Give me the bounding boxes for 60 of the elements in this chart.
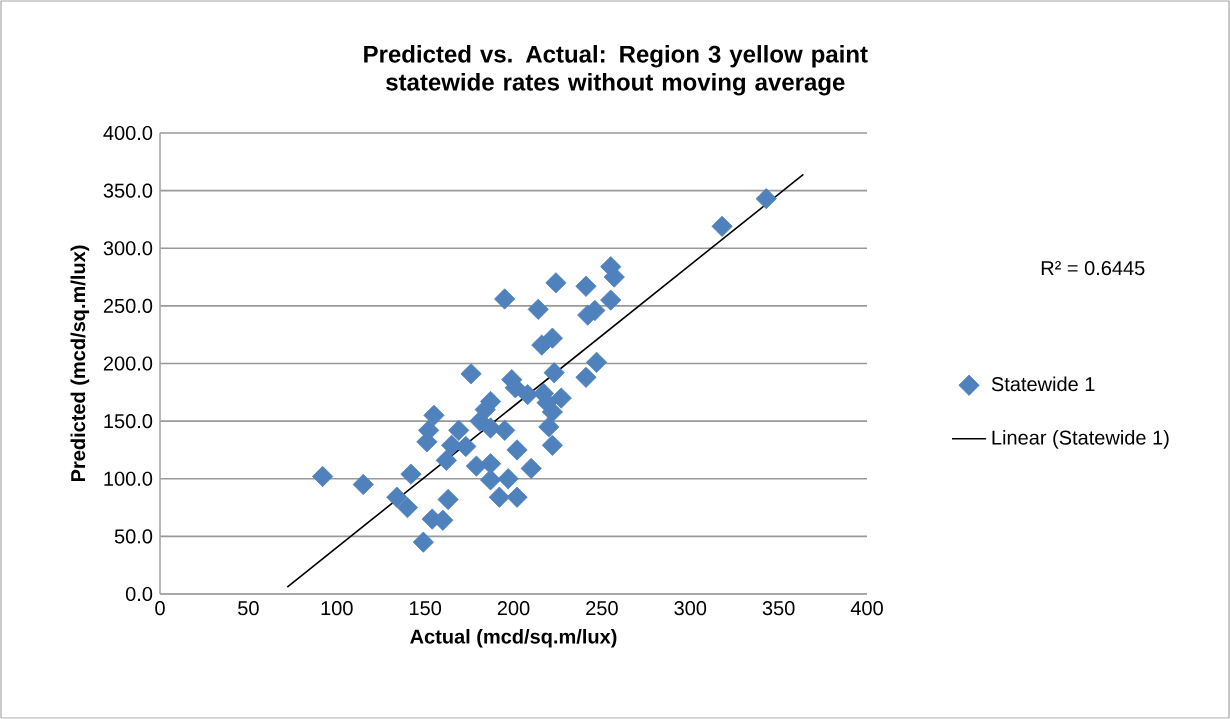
- point: [600, 289, 622, 311]
- y-axis-title: Predicted (mcd/sq.m/lux): [70, 245, 90, 482]
- point: [575, 275, 597, 297]
- point: [423, 404, 445, 426]
- y-tick-label: 150.0: [104, 414, 153, 429]
- x-tick-label: 200: [497, 601, 530, 616]
- point: [755, 188, 777, 210]
- point: [494, 288, 516, 310]
- point: [586, 351, 608, 373]
- point: [497, 468, 519, 490]
- point: [352, 473, 374, 496]
- x-axis-title: Actual (mcd/sq.m/lux): [410, 628, 617, 648]
- point: [517, 384, 539, 406]
- y-tick-label: 100.0: [104, 471, 153, 486]
- point: [550, 387, 572, 409]
- point: [541, 401, 563, 423]
- legend-label: Statewide 1: [991, 376, 1095, 392]
- point: [455, 435, 477, 458]
- x-tick-label: 0: [155, 601, 165, 616]
- point: [543, 362, 565, 384]
- x-tick-label: 250: [586, 601, 618, 616]
- x-tick-label: 100: [321, 601, 353, 616]
- point: [448, 419, 470, 441]
- point: [400, 463, 422, 485]
- x-tick-label: 350: [762, 601, 795, 616]
- point: [494, 419, 516, 441]
- point: [437, 488, 459, 511]
- point: [488, 486, 510, 508]
- y-tick-label: 50.0: [114, 529, 153, 544]
- point: [312, 465, 334, 488]
- point: [506, 486, 528, 508]
- point: [479, 453, 502, 475]
- y-tick-label: 200.0: [103, 356, 153, 371]
- chart-title: Predicted vs. Actual: Region 3 yellow paint statewide rates without moving average: [364, 45, 868, 96]
- point: [412, 531, 434, 553]
- point: [538, 416, 560, 438]
- point: [460, 363, 482, 385]
- text: R² = 0.6445: [1041, 261, 1145, 276]
- point: [575, 366, 597, 388]
- point: [545, 272, 567, 294]
- legend-label: Linear (Statewide 1): [992, 430, 1169, 449]
- y-tick-label: 0.0: [125, 586, 153, 602]
- y-tick-label: 250.0: [103, 298, 153, 313]
- y-tick-label: 400.0: [103, 125, 153, 141]
- point: [541, 327, 563, 349]
- point: [520, 457, 542, 479]
- x-tick-label: 50: [238, 601, 259, 616]
- x-tick-label: 300: [674, 601, 707, 616]
- point: [527, 298, 549, 320]
- point: [541, 434, 563, 456]
- point: [711, 215, 733, 237]
- x-tick-label: 150: [409, 601, 442, 616]
- x-tick-label: 400: [850, 601, 883, 616]
- point: [479, 469, 502, 491]
- point: [435, 449, 457, 471]
- y-tick-label: 300.0: [103, 241, 153, 256]
- point: [506, 439, 528, 461]
- point: [396, 496, 419, 519]
- point: [386, 486, 408, 508]
- y-tick-label: 350.0: [103, 183, 153, 198]
